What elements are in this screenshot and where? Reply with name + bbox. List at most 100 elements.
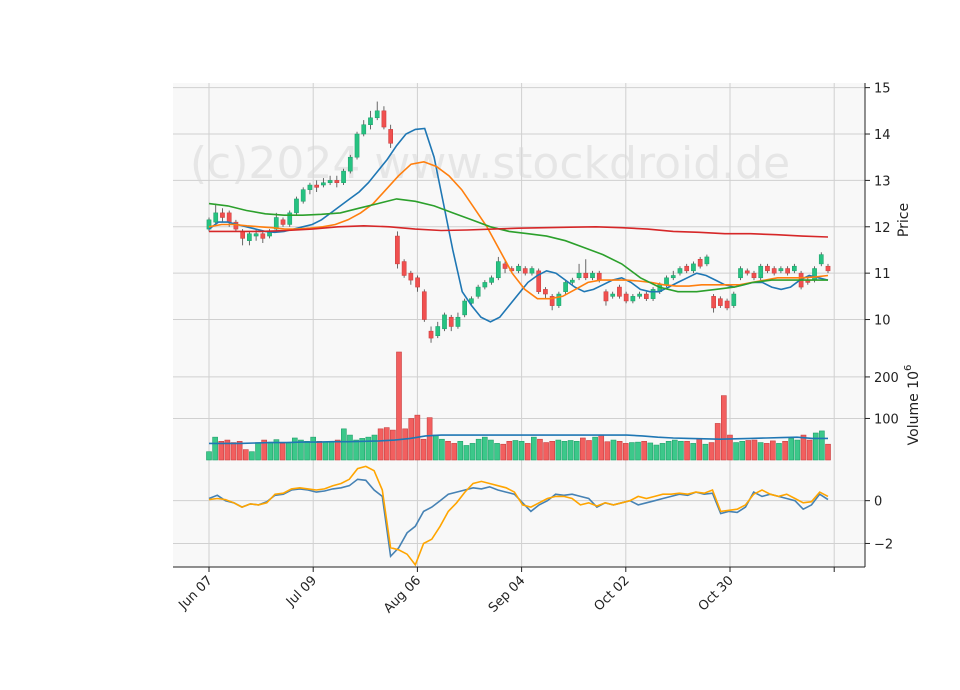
panel-backgrounds (173, 83, 865, 567)
candle-body (724, 300, 730, 309)
candle-body (691, 263, 696, 272)
candle-body (354, 133, 360, 158)
candle-body (792, 265, 797, 272)
x-tick-label: Jul 09 (283, 573, 320, 610)
volume-bar (206, 451, 212, 461)
candle-body (664, 277, 669, 285)
candle-body (522, 268, 528, 274)
volume-bar (365, 436, 372, 461)
candle-body (576, 272, 582, 279)
candle-body (644, 293, 649, 299)
candle-body (455, 316, 461, 327)
volume-bar (684, 441, 690, 461)
volume-bar (432, 434, 439, 461)
candle-body (825, 265, 831, 272)
volume-bar (580, 437, 586, 461)
volume-bar (390, 429, 396, 461)
volume-axis-label: Volume 106 (903, 365, 922, 446)
volume-bar (733, 442, 739, 461)
candle-body (421, 291, 427, 320)
candle-body (462, 300, 468, 316)
volume-bar (249, 451, 255, 461)
volume-bar (334, 439, 341, 461)
volume-tick-label: 100 (874, 412, 899, 427)
volume-bar (549, 441, 556, 461)
candle-body (489, 277, 494, 283)
volume-bar (488, 439, 494, 461)
indicator-tick-label: 0 (874, 495, 882, 510)
volume-panel (206, 351, 831, 461)
candle-body (630, 296, 636, 302)
candle-body (321, 182, 326, 186)
x-tick-label: Oct 30 (696, 573, 737, 614)
volume-bar (782, 441, 788, 461)
volume-bar (610, 439, 617, 461)
candle-body (247, 233, 252, 241)
volume-bar (298, 439, 304, 461)
candle-body (442, 314, 447, 330)
candle-body (718, 298, 723, 306)
volume-bar (242, 449, 249, 461)
candle-body (260, 233, 266, 239)
volume-bar (481, 436, 488, 461)
candle-body (273, 217, 279, 230)
candle-body (569, 279, 575, 283)
candle-body (280, 219, 286, 225)
volume-bar (445, 441, 451, 461)
candle-body (758, 265, 764, 279)
volume-bar (273, 439, 280, 461)
volume-bar (629, 442, 635, 461)
volume-bar (420, 438, 427, 461)
volume-bar (457, 441, 464, 461)
candle-body (381, 110, 387, 128)
volume-bar (647, 442, 654, 461)
volume-bar (555, 439, 562, 461)
volume-bar (328, 441, 335, 461)
candle-body (529, 268, 535, 274)
candle-body (738, 268, 743, 279)
volume-bar (671, 439, 678, 461)
volume-bar (690, 443, 696, 461)
volume-bar (635, 441, 641, 461)
candle-body (495, 261, 501, 279)
volume-bar (708, 442, 715, 461)
volume-bar (291, 437, 298, 461)
indicator-tick-label: −2 (874, 537, 893, 552)
volume-ma-line (209, 434, 828, 445)
volume-bar (739, 441, 746, 461)
candle-body (482, 282, 488, 288)
volume-bar (702, 443, 709, 461)
volume-bar (720, 395, 727, 461)
candle-body (818, 254, 824, 265)
candle-body (536, 270, 542, 292)
volume-bar (230, 442, 237, 461)
candle-body (341, 170, 346, 183)
candle-body (220, 212, 225, 218)
price-tick-label: 13 (874, 174, 891, 189)
volume-bar (806, 439, 813, 461)
volume-bar (261, 439, 267, 461)
ma-line-red (209, 224, 829, 238)
volume-bar (788, 438, 795, 461)
volume-bar (353, 439, 359, 461)
price-tick-label: 14 (874, 128, 891, 143)
volume-bar (794, 439, 801, 461)
candle-body (583, 272, 589, 279)
candle-body (294, 198, 299, 214)
candle-body (704, 256, 710, 265)
volume-bar (537, 438, 543, 461)
candle-body (677, 268, 683, 274)
volume-bar (359, 438, 366, 461)
volume-bar (800, 434, 807, 461)
ma-line-green (208, 198, 828, 293)
volume-bar (512, 440, 519, 461)
candle-body (213, 212, 219, 223)
volume-bar (751, 439, 758, 461)
volume-bar (678, 441, 684, 461)
volume-bar (770, 440, 776, 461)
volume-bar (426, 417, 433, 461)
candle-body (744, 270, 750, 274)
watermark: (c)2024 www.stockdroid.de (190, 138, 790, 189)
volume-bar (518, 441, 525, 461)
volume-bar (757, 442, 764, 461)
